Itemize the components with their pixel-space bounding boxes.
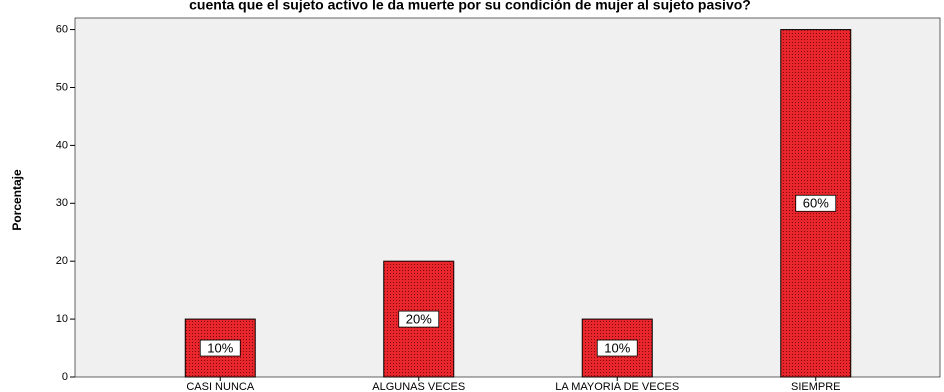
x-tick-label: ALGUNAS VECES bbox=[372, 381, 465, 392]
value-label: 20% bbox=[406, 312, 432, 327]
y-tick-label: 10 bbox=[56, 313, 68, 325]
y-tick-label: 30 bbox=[56, 197, 68, 209]
y-tick-label: 40 bbox=[56, 139, 68, 151]
value-label: 10% bbox=[604, 340, 630, 355]
y-tick-label: 0 bbox=[62, 371, 68, 383]
value-label: 60% bbox=[803, 196, 829, 211]
x-tick-label: SIEMPRE bbox=[791, 381, 841, 392]
value-label-box bbox=[199, 339, 241, 357]
x-tick-label: CASI NUNCA bbox=[186, 381, 255, 392]
x-tick-label: LA MAYORIA DE VECES bbox=[555, 381, 679, 392]
value-label-box bbox=[596, 339, 638, 357]
value-label-box bbox=[398, 310, 440, 328]
chart-title: cuenta que el sujeto activo le da muerte… bbox=[189, 0, 751, 13]
y-tick-label: 50 bbox=[56, 81, 68, 93]
value-label: 10% bbox=[207, 340, 233, 355]
y-tick-label: 60 bbox=[56, 23, 68, 35]
y-tick-label: 20 bbox=[56, 255, 68, 267]
value-label-box bbox=[795, 194, 837, 212]
y-axis-label: Porcentaje bbox=[10, 169, 24, 231]
